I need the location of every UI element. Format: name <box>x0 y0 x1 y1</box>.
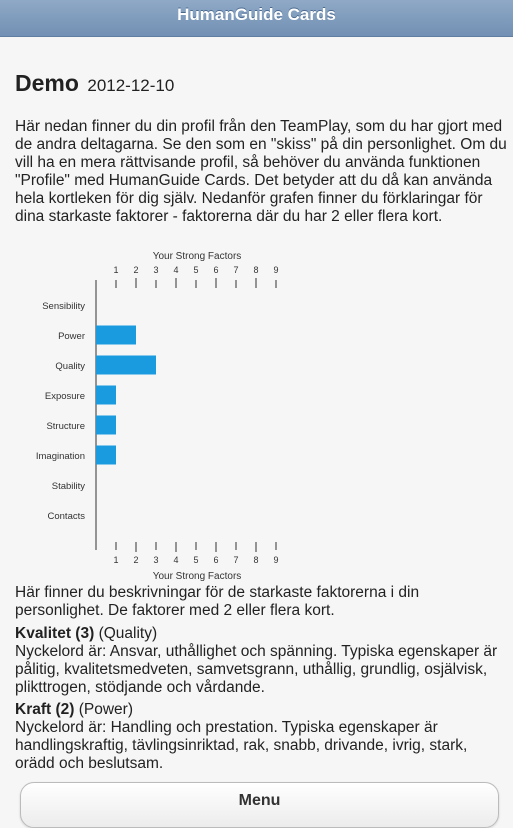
intro-text: Här nedan finner du din profil från den … <box>15 118 507 225</box>
y-category-label: Power <box>58 331 85 342</box>
y-category-label: Exposure <box>45 391 85 402</box>
x-tick-label-bottom: 9 <box>273 555 278 565</box>
factor-name: Kvalitet (3) <box>15 625 95 642</box>
chart-title-top: Your Strong Factors <box>153 251 242 262</box>
x-tick-label-top: 5 <box>193 265 198 275</box>
factor-block-power: Kraft (2) (Power) Nyckelord är: Handling… <box>15 701 507 773</box>
factor-english: (Power) <box>78 701 133 718</box>
y-category-label: Imagination <box>36 451 85 462</box>
x-tick-label-top: 2 <box>133 265 138 275</box>
x-tick-label-top: 8 <box>253 265 258 275</box>
bar <box>96 355 156 375</box>
menu-button[interactable]: Menu <box>20 782 499 828</box>
x-tick-label-top: 7 <box>233 265 238 275</box>
x-tick-label-bottom: 8 <box>253 555 258 565</box>
y-category-label: Stability <box>52 481 86 492</box>
page-title: Demo <box>15 70 79 96</box>
x-tick-label-top: 1 <box>113 265 118 275</box>
app-header: HumanGuide Cards <box>0 0 513 37</box>
x-tick-label-top: 6 <box>213 265 218 275</box>
x-tick-label-bottom: 7 <box>233 555 238 565</box>
x-tick-label-bottom: 4 <box>173 555 178 565</box>
page-date: 2012-12-10 <box>87 76 175 95</box>
app-title: HumanGuide Cards <box>177 5 336 24</box>
y-category-label: Structure <box>46 421 85 432</box>
y-category-label: Quality <box>55 361 85 372</box>
bar <box>96 445 116 465</box>
bar <box>96 385 116 405</box>
x-tick-label-bottom: 5 <box>193 555 198 565</box>
factor-name: Kraft (2) <box>15 701 75 718</box>
x-tick-label-top: 3 <box>153 265 158 275</box>
x-tick-label-bottom: 1 <box>113 555 118 565</box>
factor-description: Nyckelord är: Ansvar, uthållighet och sp… <box>15 643 498 696</box>
y-category-label: Contacts <box>48 511 86 522</box>
bar <box>96 415 116 435</box>
x-tick-label-top: 9 <box>273 265 278 275</box>
y-category-label: Sensibility <box>42 301 85 312</box>
page-heading: Demo 2012-12-10 <box>15 70 174 97</box>
factor-english: (Quality) <box>98 625 158 642</box>
x-tick-label-bottom: 3 <box>153 555 158 565</box>
chart-title-bottom: Your Strong Factors <box>153 571 242 582</box>
x-tick-label-top: 4 <box>173 265 178 275</box>
x-tick-label-bottom: 6 <box>213 555 218 565</box>
strong-factors-chart: Your Strong Factors Your Strong Factors … <box>36 251 279 582</box>
bar <box>96 325 136 345</box>
menu-button-label: Menu <box>238 792 281 809</box>
x-tick-label-bottom: 2 <box>133 555 138 565</box>
factors-intro-text: Här finner du beskrivningar för de stark… <box>15 584 420 619</box>
factor-block-quality: Kvalitet (3) (Quality) Nyckelord är: Ans… <box>15 625 507 697</box>
factor-description: Nyckelord är: Handling och prestation. T… <box>15 719 468 772</box>
